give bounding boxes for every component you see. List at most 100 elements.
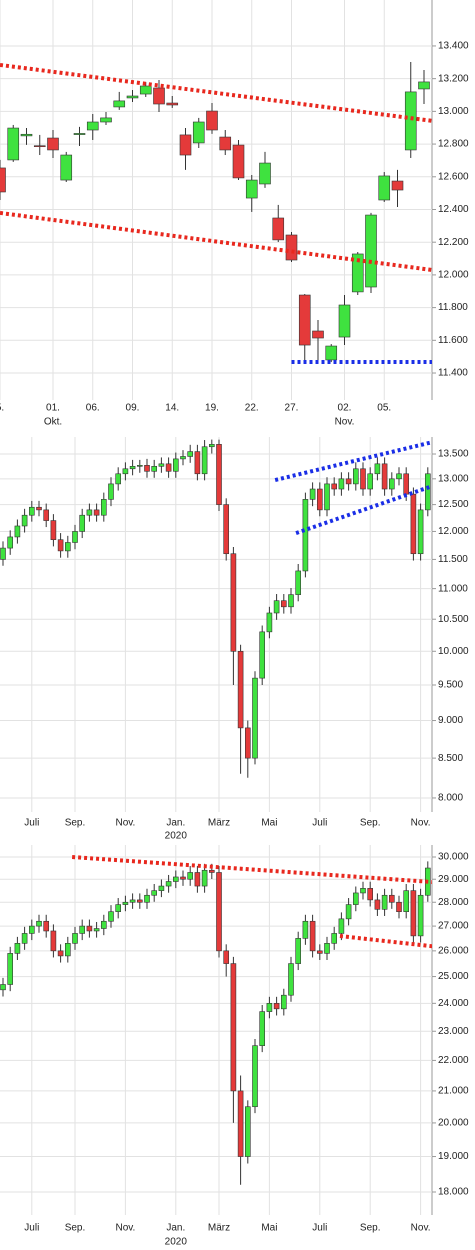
candle-body xyxy=(36,920,42,927)
candle-body xyxy=(381,894,388,910)
candle-body xyxy=(388,894,395,903)
x-tick-label: Nov. xyxy=(411,818,431,829)
x-tick-label: Sep. xyxy=(65,1223,86,1234)
candle-body xyxy=(410,890,417,937)
x-tick-label: 22. xyxy=(245,403,259,414)
y-tick-label: 28.000 xyxy=(438,897,469,908)
candle-body xyxy=(122,901,129,905)
plot-area xyxy=(0,61,432,365)
candle-body xyxy=(309,920,316,952)
y-tick-label: 8.000 xyxy=(438,793,463,804)
x-tick-label: 02. xyxy=(338,403,352,414)
candle-body xyxy=(165,881,172,887)
x-tick-label: 05. xyxy=(377,403,391,414)
candle-body xyxy=(331,483,338,490)
candle-body xyxy=(72,531,78,543)
candle-body xyxy=(338,304,351,338)
candle-body xyxy=(209,444,215,448)
x-tick-label: Juli xyxy=(312,818,327,829)
candle-body xyxy=(232,144,245,179)
candle-body xyxy=(28,506,35,516)
candle-body xyxy=(266,612,273,633)
candle-body xyxy=(396,473,402,480)
candle-body xyxy=(252,1045,258,1108)
candle-body xyxy=(144,465,150,472)
candle-body xyxy=(367,888,374,901)
x-tick-label: Sep. xyxy=(360,1223,381,1234)
candle-body xyxy=(86,509,93,516)
x-tick-label: Nov. xyxy=(115,818,135,829)
candle-body xyxy=(230,963,237,1092)
x-tick-label: 19. xyxy=(205,403,219,414)
candle-body xyxy=(28,925,35,934)
candle-body xyxy=(7,953,13,985)
candle-body xyxy=(403,890,410,912)
y-tick-label: 9.000 xyxy=(438,715,463,726)
candle-body xyxy=(137,899,143,903)
y-tick-label: 25.000 xyxy=(438,971,469,982)
candle-body xyxy=(259,631,266,679)
candle-body xyxy=(316,950,323,954)
candle-body xyxy=(115,473,121,485)
candle-body xyxy=(173,458,179,472)
candle-body xyxy=(166,102,179,106)
candle-body xyxy=(65,943,71,957)
candle-body xyxy=(324,483,330,511)
y-tick-label: 21.000 xyxy=(438,1086,469,1097)
candle-body xyxy=(187,872,193,880)
candle-body xyxy=(180,876,186,880)
x-tick-label: Jan. xyxy=(166,818,185,829)
x-tick-label: März xyxy=(208,1223,230,1234)
candle-body xyxy=(0,547,6,560)
candle-body xyxy=(237,650,244,729)
candle-body xyxy=(33,145,46,148)
candle-body xyxy=(115,904,121,912)
candle-body xyxy=(126,95,139,99)
y-tick-label: 29.000 xyxy=(438,874,469,885)
candle-body xyxy=(388,478,395,490)
x-tick-sublabel: Okt. xyxy=(44,417,62,428)
x-tick-label: 5. xyxy=(0,403,4,414)
candle-body xyxy=(216,872,222,952)
candle-body xyxy=(0,167,6,193)
x-tick-sublabel: 2020 xyxy=(165,1237,188,1248)
x-tick-label: Juli xyxy=(24,1223,39,1234)
trend-line xyxy=(339,934,432,949)
candle-body xyxy=(93,928,100,932)
candle-body xyxy=(266,1003,273,1012)
candle-body xyxy=(404,91,417,151)
plot-area xyxy=(0,855,432,1185)
candle-body xyxy=(158,885,165,891)
candle-body xyxy=(381,463,388,490)
y-tick-label: 22.000 xyxy=(438,1055,469,1066)
candle-body xyxy=(206,110,218,131)
y-tick-label: 19.000 xyxy=(438,1151,469,1162)
candle-body xyxy=(302,920,309,939)
candle-body xyxy=(365,214,377,288)
candle-body xyxy=(367,473,374,490)
candle-body xyxy=(424,473,431,511)
candle-body xyxy=(309,488,316,500)
candle-body xyxy=(151,890,157,896)
y-tick-label: 11.800 xyxy=(438,302,468,313)
candle-body xyxy=(259,1011,266,1046)
candle-body xyxy=(410,493,417,555)
candle-body xyxy=(129,466,136,470)
candle-body xyxy=(179,134,192,156)
candle-body xyxy=(137,465,143,467)
y-tick-label: 18.000 xyxy=(438,1187,469,1198)
candle-body xyxy=(21,514,28,527)
candle-body xyxy=(418,81,430,90)
candle-body xyxy=(60,154,73,181)
candle-body xyxy=(14,943,21,954)
candle-body xyxy=(201,869,208,887)
x-tick-label: 06. xyxy=(86,403,100,414)
candle-body xyxy=(237,1090,244,1157)
candle-body xyxy=(295,570,302,595)
candle-body xyxy=(194,872,201,887)
candle-body xyxy=(93,509,100,516)
y-tick-label: 30.000 xyxy=(438,852,469,863)
candle-body xyxy=(245,1106,251,1157)
candle-body xyxy=(47,137,59,151)
y-tick-label: 12.600 xyxy=(438,171,469,182)
